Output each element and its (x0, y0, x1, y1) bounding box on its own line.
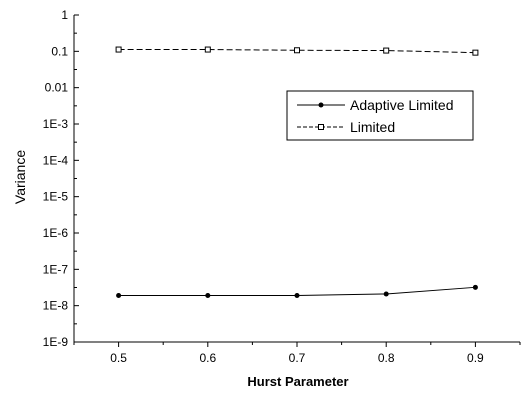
y-tick-label: 1E-9 (43, 335, 69, 349)
x-axis-title: Hurst Parameter (247, 374, 348, 389)
y-tick-label: 0.01 (45, 81, 69, 95)
legend: Adaptive Limited Limited (286, 90, 474, 141)
legend-label-limited: Limited (350, 119, 395, 135)
y-tick-label: 1E-8 (43, 299, 69, 313)
data-point-adaptive-limited (383, 291, 389, 297)
data-point-adaptive-limited (472, 284, 478, 290)
series-line-limited (118, 49, 476, 54)
y-tick-label: 0.1 (51, 44, 68, 58)
data-point-adaptive-limited (116, 293, 122, 299)
data-point-limited (115, 46, 122, 53)
y-tick-label: 1E-6 (43, 226, 69, 240)
legend-marker-adaptive-limited (318, 102, 324, 108)
legend-box (286, 90, 474, 141)
x-tick-label: 0.7 (289, 351, 306, 365)
legend-label-adaptive-limited: Adaptive Limited (350, 97, 454, 113)
data-point-limited (383, 47, 390, 54)
x-tick-label: 0.8 (378, 351, 395, 365)
axes-layer: 1E-9 1E-8 1E-7 1E-6 1E-5 1E-4 1E-3 0.01 0.1 1 0.5 0… (43, 8, 521, 365)
x-tick-label: 0.9 (467, 351, 484, 365)
y-tick-label: 1E-3 (43, 117, 69, 131)
series-layer (115, 46, 479, 299)
y-tick-label: 1 (61, 8, 68, 22)
y-tick-label: 1E-4 (43, 153, 69, 167)
x-tick-label: 0.6 (199, 351, 216, 365)
data-point-adaptive-limited (294, 293, 300, 299)
y-tick-label: 1E-7 (43, 262, 69, 276)
x-tick-label: 0.5 (110, 351, 127, 365)
y-tick-label: 1E-5 (43, 190, 69, 204)
legend-marker-limited (318, 124, 324, 130)
data-point-limited (472, 49, 479, 56)
y-axis-title: Variance (12, 150, 28, 204)
data-point-adaptive-limited (205, 293, 211, 299)
data-point-limited (294, 47, 300, 54)
data-point-limited (204, 46, 211, 53)
